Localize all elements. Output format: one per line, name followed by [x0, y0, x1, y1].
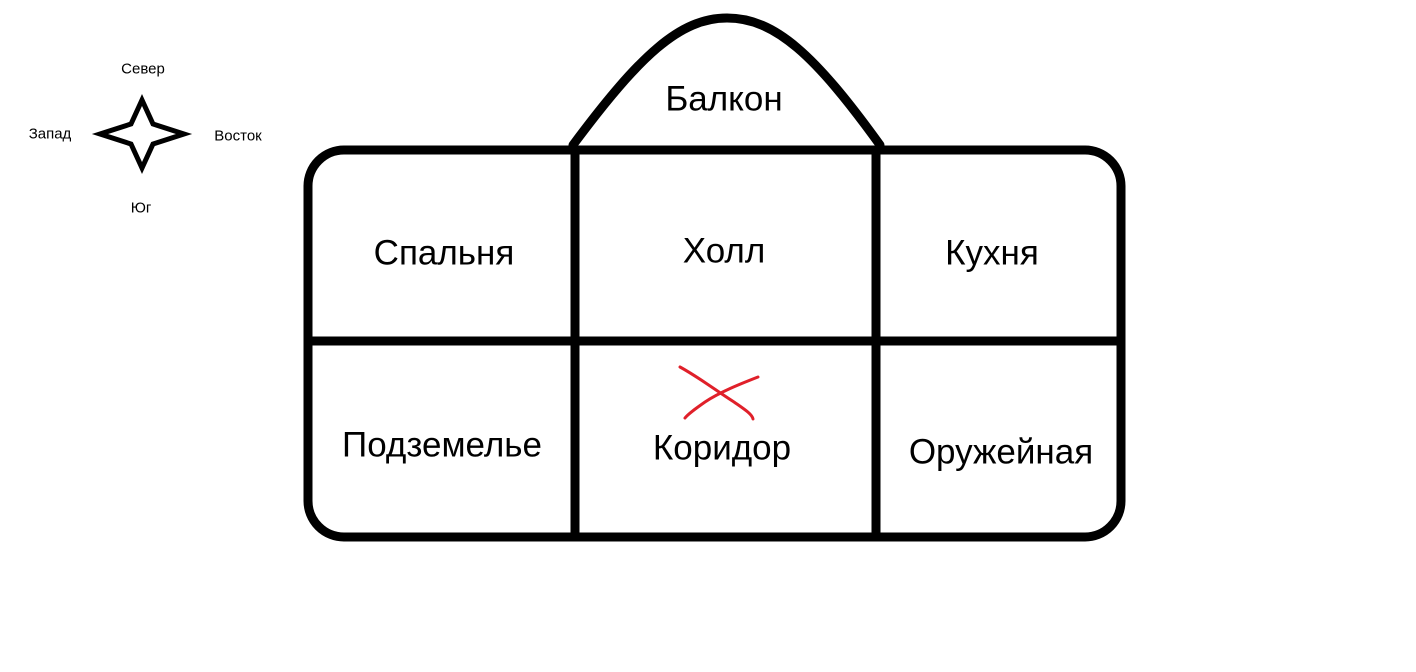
- compass-east-label: Восток: [214, 127, 262, 145]
- compass-star-icon: [91, 93, 193, 175]
- room-label-armory: Оружейная: [908, 432, 1094, 472]
- room-label-corridor: Коридор: [652, 428, 792, 468]
- room-label-balcony: Балкон: [665, 79, 783, 119]
- compass-south-label: Юг: [130, 199, 152, 217]
- room-label-kitchen: Кухня: [945, 233, 1039, 273]
- room-label-bedroom: Спальня: [373, 233, 515, 273]
- room-label-hall: Холл: [682, 231, 766, 271]
- room-label-dungeon: Подземелье: [342, 425, 542, 465]
- compass-west-label: Запад: [28, 125, 72, 143]
- compass-north-label: Север: [121, 60, 165, 78]
- balcony-outline: [568, 13, 885, 150]
- red-cross-mark-icon: [678, 365, 760, 421]
